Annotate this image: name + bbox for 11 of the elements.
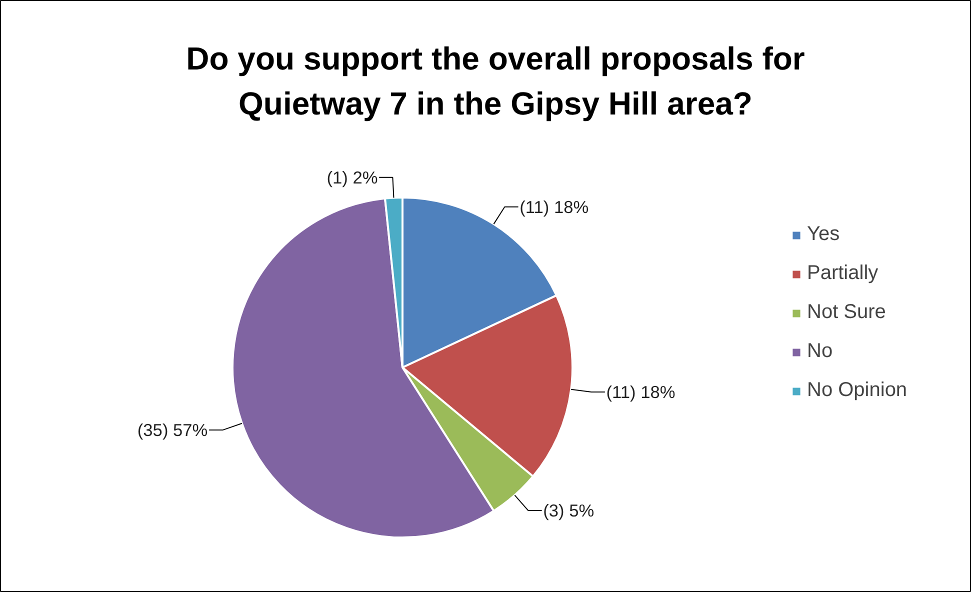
data-label: (1) 2%	[326, 167, 378, 188]
legend-label: Not Sure	[807, 301, 886, 324]
data-label: (11) 18%	[520, 196, 589, 217]
legend-label: No	[807, 340, 833, 363]
data-label: (11) 18%	[606, 382, 676, 402]
data-label: (35) 57%	[137, 420, 208, 440]
chart-title: Do you support the overall proposals for Quietway 7 in the Gipsy Hill area?	[186, 40, 805, 122]
legend-label: Yes	[807, 223, 840, 246]
legend-label: Partially	[807, 262, 878, 285]
legend-label: No Opinion	[807, 379, 908, 402]
data-label: (3) 5%	[543, 500, 594, 521]
